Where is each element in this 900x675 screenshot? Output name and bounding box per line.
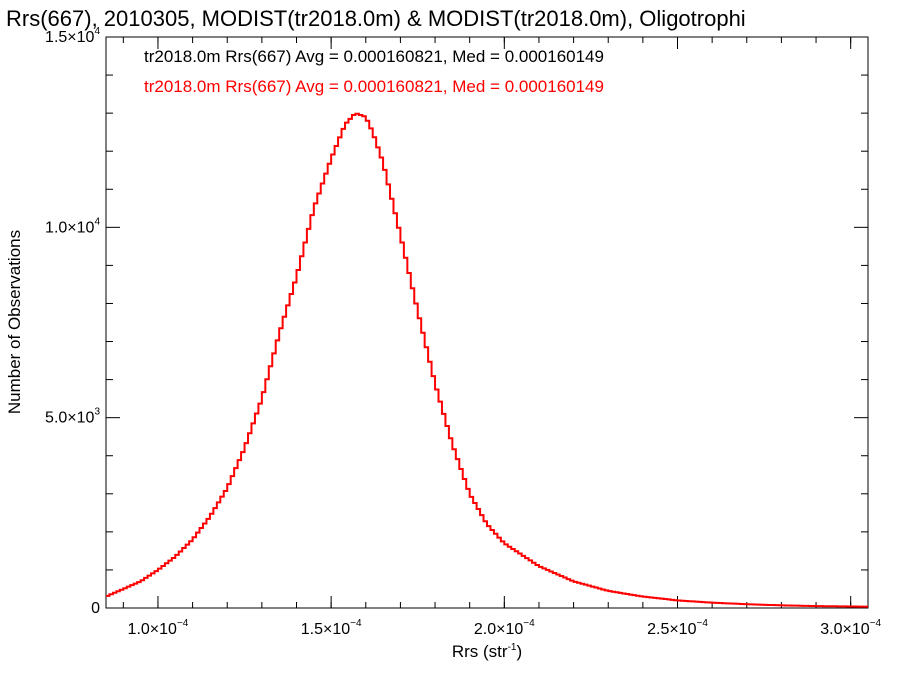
x-tick-label: 1.0×10−4 xyxy=(128,618,189,638)
x-tick-label: 2.5×10−4 xyxy=(647,618,708,638)
histogram-line xyxy=(106,112,868,608)
x-tick-label: 1.5×10−4 xyxy=(301,618,362,638)
plot-frame xyxy=(105,36,869,609)
chart-title: Rrs(667), 2010305, MODIST(tr2018.0m) & M… xyxy=(6,6,746,31)
y-tick-label: 5.0×103 xyxy=(45,407,100,427)
y-tick-label: 0 xyxy=(91,600,100,617)
x-axis-label: Rrs (str-1) xyxy=(452,642,522,661)
y-axis-label: Number of Observations xyxy=(5,230,24,414)
y-axis-ticks: 0 5.0×103 1.0×104 1.5×104 xyxy=(45,26,868,617)
annotation-red: tr2018.0m Rrs(667) Avg = 0.000160821, Me… xyxy=(144,77,604,96)
x-tick-label: 3.0×10−4 xyxy=(820,618,881,638)
annotation-black: tr2018.0m Rrs(667) Avg = 0.000160821, Me… xyxy=(144,47,604,66)
y-tick-label: 1.0×104 xyxy=(45,216,100,236)
x-axis-ticks: 1.0×10−4 1.5×10−4 2.0×10−4 2.5×10−4 3.0×10−4 xyxy=(122,37,882,638)
x-tick-label: 2.0×10−4 xyxy=(474,618,535,638)
y-tick-label: 1.5×104 xyxy=(45,26,100,46)
